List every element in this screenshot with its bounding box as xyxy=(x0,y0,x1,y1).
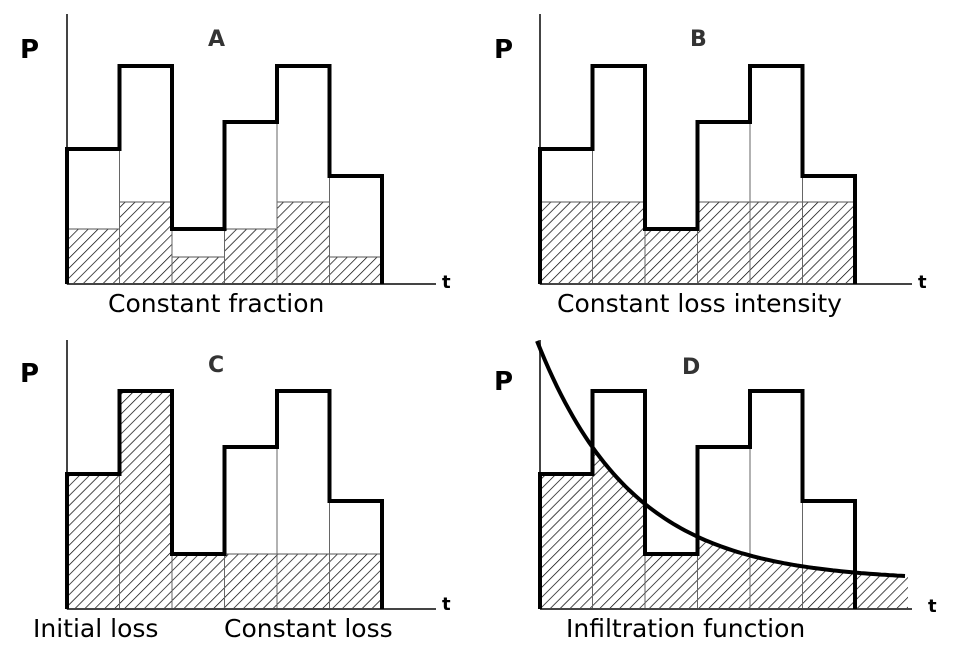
bars xyxy=(535,340,912,610)
infiltration-area xyxy=(540,449,908,609)
infiltration-curve xyxy=(535,340,906,578)
loss-block xyxy=(224,553,278,610)
panel-letter: B xyxy=(690,27,707,52)
loss-block xyxy=(276,553,330,610)
loss-block xyxy=(171,256,225,285)
loss-block xyxy=(329,256,383,285)
bars xyxy=(538,14,912,285)
panel-a: P A t Constant fraction xyxy=(20,14,451,318)
loss-block xyxy=(276,201,330,285)
loss-block xyxy=(749,201,803,285)
loss-block xyxy=(329,553,383,610)
panel-caption: Infiltration function xyxy=(566,614,805,643)
y-axis-label: P xyxy=(20,35,39,65)
loss-block xyxy=(592,201,646,285)
x-axis-label: t xyxy=(928,596,937,617)
panel-letter: C xyxy=(208,353,224,378)
panel-caption: Constant loss intensity xyxy=(557,289,842,318)
loss-block xyxy=(539,201,593,285)
panel-caption: Constant fraction xyxy=(108,289,324,318)
loss-block xyxy=(644,228,698,285)
loss-block xyxy=(66,228,120,285)
rainfall-outline xyxy=(538,64,857,284)
bars xyxy=(65,340,436,610)
panel-c: P C t Initial loss Constant loss xyxy=(20,340,451,643)
panel-letter: A xyxy=(208,27,225,52)
loss-block xyxy=(802,201,856,285)
loss-block xyxy=(66,473,120,610)
y-axis-label: P xyxy=(494,367,513,397)
loss-block xyxy=(697,201,751,285)
bars xyxy=(65,14,436,285)
panel-letter: D xyxy=(682,355,700,380)
x-axis-label: t xyxy=(442,272,451,293)
panel-caption-constant-loss: Constant loss xyxy=(224,614,393,643)
y-axis-label: P xyxy=(20,359,39,389)
x-axis-label: t xyxy=(918,272,927,293)
loss-block xyxy=(119,390,173,610)
panel-d: P D t Infiltration function xyxy=(494,340,937,643)
y-axis-label: P xyxy=(494,35,513,65)
rainfall-outline xyxy=(65,389,384,609)
loss-block xyxy=(224,228,278,285)
loss-block xyxy=(119,201,173,285)
rainfall-outline xyxy=(65,64,384,284)
loss-block xyxy=(171,553,225,610)
x-axis-label: t xyxy=(442,594,451,615)
rainfall-outline xyxy=(538,389,857,609)
panel-b: P B t Constant loss intensity xyxy=(494,14,927,318)
panel-caption-initial-loss: Initial loss xyxy=(33,614,158,643)
